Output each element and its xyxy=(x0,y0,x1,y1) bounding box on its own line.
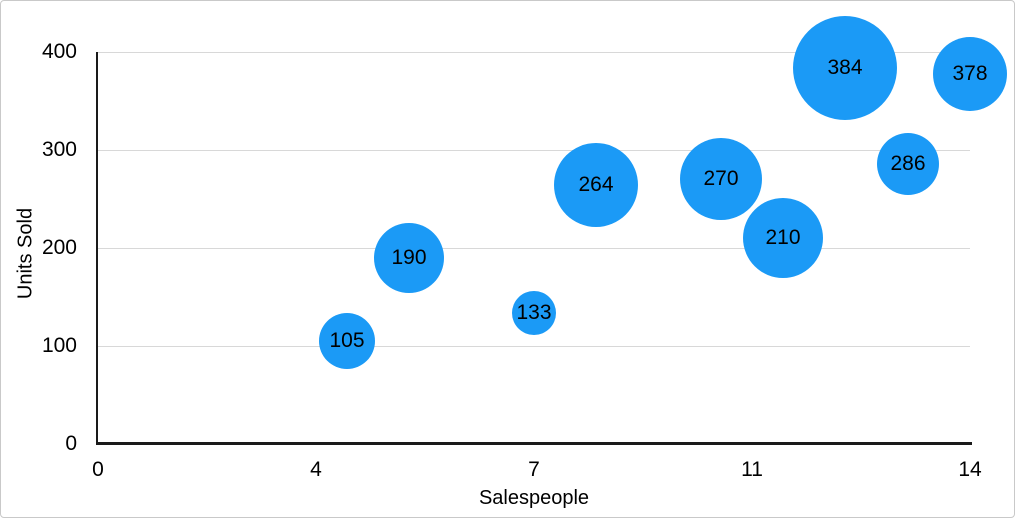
bubble-286: 286 xyxy=(877,133,939,195)
bubble-133: 133 xyxy=(512,291,556,335)
y-axis-line xyxy=(96,52,98,445)
bubble-value-label: 210 xyxy=(765,226,801,249)
x-tick-label-14: 14 xyxy=(958,458,982,481)
y-tick-label-400: 400 xyxy=(41,40,77,63)
bubble-value-label: 133 xyxy=(516,301,552,324)
bubble-value-label: 190 xyxy=(391,246,427,269)
gridline-y-400 xyxy=(98,52,970,53)
bubble-value-label: 264 xyxy=(578,173,614,196)
x-tick-label-4: 4 xyxy=(310,458,322,481)
bubble-210: 210 xyxy=(743,198,823,278)
x-tick-label-0: 0 xyxy=(92,458,104,481)
x-tick-label-11: 11 xyxy=(741,458,763,481)
gridline-y-200 xyxy=(98,248,970,249)
bubble-value-label: 286 xyxy=(890,152,926,175)
y-tick-label-0: 0 xyxy=(65,432,77,455)
bubble-value-label: 384 xyxy=(827,56,863,79)
y-tick-label-200: 200 xyxy=(41,236,77,259)
gridline-y-100 xyxy=(98,346,970,347)
bubble-264: 264 xyxy=(554,143,638,227)
x-axis-line xyxy=(96,442,972,445)
bubble-384: 384 xyxy=(793,16,897,120)
bubble-value-label: 105 xyxy=(329,329,365,352)
y-tick-label-300: 300 xyxy=(41,138,77,161)
x-tick-label-7: 7 xyxy=(528,458,540,481)
bubble-value-label: 270 xyxy=(703,167,739,190)
gridline-y-300 xyxy=(98,150,970,151)
y-tick-label-100: 100 xyxy=(41,334,77,357)
bubble-270: 270 xyxy=(680,138,762,220)
bubble-378: 378 xyxy=(933,37,1007,111)
bubble-105: 105 xyxy=(319,313,375,369)
bubble-value-label: 378 xyxy=(952,62,988,85)
bubble-190: 190 xyxy=(374,223,444,293)
y-axis-title: Units Sold xyxy=(14,207,37,300)
x-axis-title: Salespeople xyxy=(478,487,590,509)
